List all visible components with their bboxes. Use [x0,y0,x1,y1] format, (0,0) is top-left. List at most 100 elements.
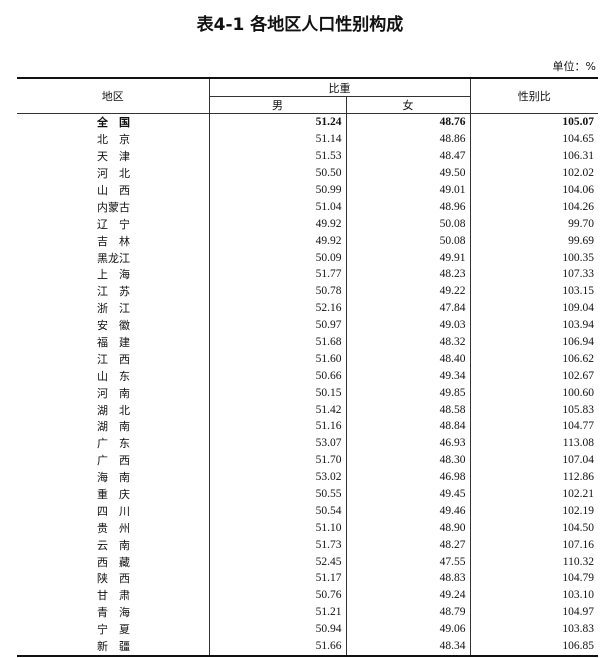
region-cell: 西 藏 [97,555,130,569]
region-cell: 福 建 [97,336,130,350]
sex-ratio-cell: 104.97 [469,603,598,621]
region-cell: 宁 夏 [97,623,130,637]
region-cell: 四 川 [97,504,130,518]
region-cell: 湖 北 [97,403,130,417]
sex-ratio-cell: 104.79 [469,570,598,587]
region-cell: 贵 州 [97,521,130,535]
table-row: 安 徽 50.97 49.03 103.94 [17,316,598,334]
table-row: 吉 林 49.92 50.08 99.69 [17,232,598,250]
header-male: 男 [208,96,346,114]
sex-ratio-cell: 102.21 [469,485,598,503]
female-share-cell: 48.40 [345,350,470,368]
female-share-cell: 49.24 [345,586,470,604]
female-share-cell: 48.34 [345,637,470,657]
male-share-cell: 50.15 [208,384,346,402]
sex-ratio-cell: 106.31 [469,147,598,165]
sex-ratio-cell: 102.19 [469,502,598,520]
table-row: 新 疆 51.66 48.34 106.85 [17,637,598,657]
female-share-cell: 49.91 [345,249,470,267]
female-share-cell: 48.79 [345,603,470,621]
male-share-cell: 50.09 [208,249,346,267]
table-row: 贵 州 51.10 48.90 104.50 [17,519,598,537]
male-share-cell: 50.78 [208,282,346,300]
table-row: 北 京 51.14 48.86 104.65 [17,130,598,148]
sex-ratio-cell: 103.94 [469,316,598,334]
table-row: 西 藏 52.45 47.55 110.32 [17,553,598,571]
male-share-cell: 51.10 [208,519,346,537]
male-share-cell: 51.21 [208,603,346,621]
male-share-cell: 52.45 [208,553,346,571]
sex-ratio-cell: 112.86 [469,468,598,486]
table-row: 海 南 53.02 46.98 112.86 [17,468,598,486]
sex-ratio-cell: 99.70 [469,215,598,233]
region-cell: 浙 江 [97,302,130,316]
male-share-cell: 49.92 [208,215,346,233]
sex-ratio-cell: 105.83 [469,401,598,419]
table-row: 四 川 50.54 49.46 102.19 [17,502,598,520]
region-cell: 吉 林 [97,234,130,248]
region-cell: 云 南 [97,538,130,552]
female-share-cell: 49.01 [345,181,470,199]
sex-ratio-cell: 107.04 [469,451,598,469]
table-row-total: 全 国 51.24 48.76 105.07 [17,113,598,131]
female-share-cell: 48.47 [345,147,470,165]
female-share-cell: 49.03 [345,316,470,334]
header-sex-ratio: 性别比 [469,77,598,114]
region-cell: 甘 肃 [97,589,130,603]
sex-ratio-cell: 113.08 [469,434,598,452]
male-share-cell: 51.60 [208,350,346,368]
region-cell: 山 西 [97,184,130,197]
table-row: 内蒙古 51.04 48.96 104.26 [17,198,598,216]
female-share-cell: 48.83 [345,570,470,587]
female-share-cell: 48.90 [345,519,470,537]
female-share-cell: 49.45 [345,485,470,503]
sex-ratio-cell: 106.85 [469,637,598,657]
region-cell: 上 海 [97,268,130,282]
table-row: 河 北 50.50 49.50 102.02 [17,164,598,182]
sex-ratio-cell: 100.60 [469,384,598,402]
female-share-cell: 47.55 [345,553,470,571]
table-row: 湖 南 51.16 48.84 104.77 [17,418,598,435]
table-row: 江 西 51.60 48.40 106.62 [17,350,598,368]
male-share-cell: 50.54 [208,502,346,520]
sex-ratio-cell: 109.04 [469,299,598,317]
male-share-cell: 51.04 [208,198,346,216]
female-share-cell: 49.06 [345,620,470,638]
table-title: 表4-1 各地区人口性别构成 [196,15,404,35]
female-share-cell: 48.30 [345,451,470,469]
male-share-cell: 51.53 [208,147,346,165]
female-share-cell: 48.27 [345,536,470,554]
male-share-cell: 51.16 [208,418,346,435]
sex-ratio-cell: 104.26 [469,198,598,216]
female-share-cell: 49.22 [345,282,470,300]
male-share-cell: 51.68 [208,333,346,351]
region-cell: 湖 南 [97,420,130,434]
male-share-cell: 51.42 [208,401,346,419]
region-cell: 内蒙古 [97,200,130,214]
sex-ratio-cell: 103.83 [469,620,598,638]
male-share-cell: 51.70 [208,451,346,469]
region-cell: 山 东 [97,369,130,383]
table-row: 浙 江 52.16 47.84 109.04 [17,299,598,317]
table-row: 江 苏 50.78 49.22 103.15 [17,282,598,300]
table-row: 广 西 51.70 48.30 107.04 [17,451,598,469]
region-cell: 全 国 [97,116,130,130]
male-share-cell: 51.14 [208,130,346,148]
region-cell: 江 西 [97,352,130,366]
female-share-cell: 48.58 [345,401,470,419]
male-share-cell: 50.97 [208,316,346,334]
region-cell: 天 津 [97,150,130,164]
sex-ratio-cell: 103.15 [469,282,598,300]
table-row: 湖 北 51.42 48.58 105.83 [17,401,598,419]
female-share-cell: 49.34 [345,367,470,385]
region-cell: 北 京 [97,133,130,147]
female-share-cell: 48.96 [345,198,470,216]
region-cell: 辽 宁 [97,217,130,231]
male-share-cell: 51.66 [208,637,346,657]
sex-ratio-cell: 107.16 [469,536,598,554]
header-female: 女 [345,96,470,114]
female-share-cell: 48.84 [345,418,470,435]
male-share-cell: 53.07 [208,434,346,452]
female-share-cell: 47.84 [345,299,470,317]
female-share-cell: 48.86 [345,130,470,148]
